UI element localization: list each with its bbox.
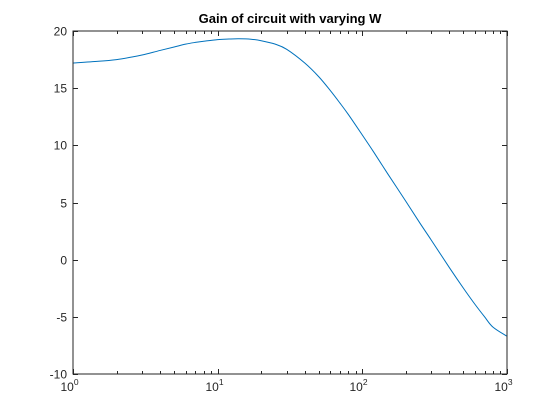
x-tick-label: 100 [60, 377, 78, 394]
y-tick-label: 5 [60, 197, 67, 211]
chart-title: Gain of circuit with varying W [199, 11, 382, 26]
y-tick-label: -10 [50, 368, 68, 382]
y-tick-label: 0 [60, 254, 67, 268]
series-line [72, 38, 508, 337]
y-tick-label: -5 [56, 311, 67, 325]
data-layer [72, 38, 508, 337]
y-tick-label: 15 [54, 82, 68, 96]
x-tick-label-exponent: 2 [363, 377, 368, 387]
x-tick-label-base: 10 [494, 380, 508, 394]
y-tick-label: 20 [54, 25, 68, 39]
x-tick-label-base: 10 [349, 380, 363, 394]
x-tick-label-exponent: 1 [219, 377, 224, 387]
x-tick-label: 101 [205, 377, 223, 394]
y-tick-label: 10 [54, 139, 68, 153]
plot-area-frame [72, 30, 508, 375]
x-tick-label-base: 10 [205, 380, 219, 394]
x-tick-label-base: 10 [60, 380, 74, 394]
x-tick-label-exponent: 3 [508, 377, 513, 387]
x-tick-label-exponent: 0 [74, 377, 79, 387]
x-tick-label: 102 [349, 377, 367, 394]
x-tick-label: 103 [494, 377, 512, 394]
